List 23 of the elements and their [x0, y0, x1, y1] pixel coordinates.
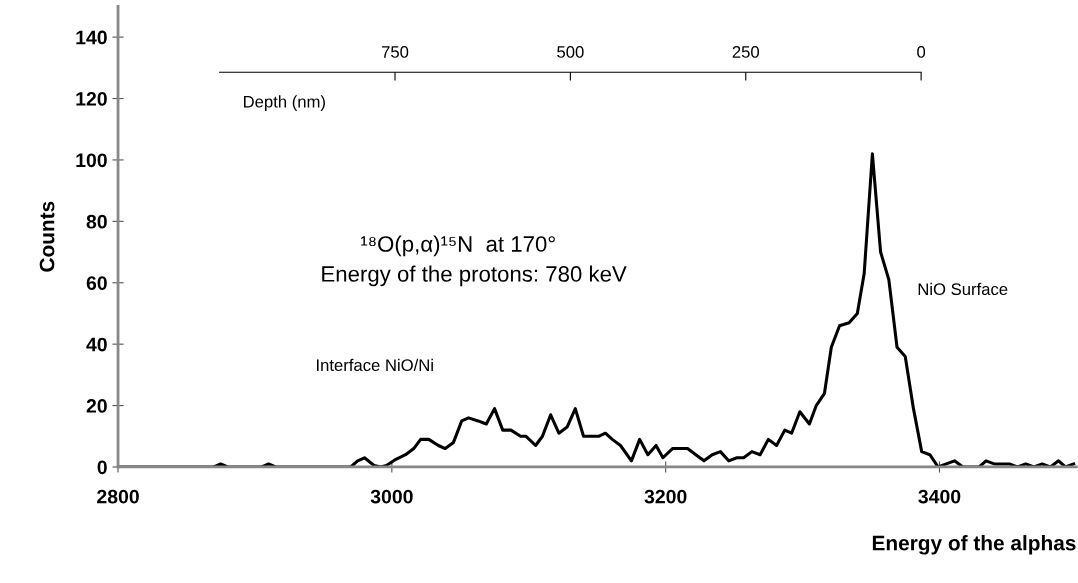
annotation: ¹⁸O(p,α)¹⁵N at 170° [361, 235, 555, 257]
y-tick-label: 40 [86, 337, 107, 352]
x2-tick-label: 500 [557, 46, 584, 58]
x-axis-title: Energy of the alphas [872, 535, 1076, 555]
y-axis-title: Counts [39, 201, 55, 272]
x-tick-label: 3000 [370, 489, 413, 504]
x2-axis-title: Depth (nm) [243, 95, 325, 111]
y-tick-label: 80 [86, 214, 107, 229]
y-tick-label: 20 [86, 399, 107, 413]
x2-tick-label: 0 [917, 46, 926, 58]
x-tick-label: 2800 [97, 489, 139, 504]
y-tick-label: 0 [97, 460, 107, 475]
annotation: Interface NiO/Ni [317, 358, 433, 372]
y-tick-label: 60 [86, 276, 107, 290]
y-tick-label: 100 [76, 153, 107, 168]
x2-tick-label: 750 [381, 46, 409, 58]
x2-tick-label: 250 [732, 46, 760, 58]
annotation: NiO Surface [918, 282, 1008, 296]
y-tick-label: 120 [76, 91, 107, 106]
y-tick-label: 140 [76, 30, 107, 45]
x-tick-label: 3200 [644, 489, 687, 504]
x-tick-label: 3400 [918, 489, 961, 504]
annotation: Energy of the protons: 780 keV [322, 265, 627, 287]
